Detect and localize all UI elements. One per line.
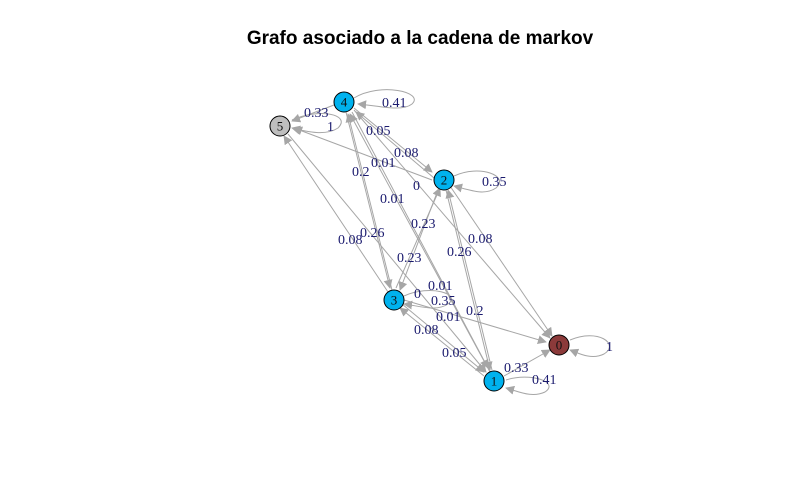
node-label-1: 1 (491, 374, 498, 389)
edge-2-5 (293, 126, 433, 181)
edges (283, 89, 610, 395)
node-3[interactable] (383, 289, 405, 311)
edge-label: 1 (327, 120, 334, 135)
edge-label: 0.41 (532, 373, 557, 388)
edge-label: 0.08 (468, 232, 493, 247)
edge-label: 0.23 (397, 251, 422, 266)
node-label-3: 3 (391, 293, 398, 308)
edge-3-5 (283, 135, 389, 293)
edge-label: 0.2 (466, 304, 484, 319)
edge-4-3 (345, 111, 393, 289)
edge-label: 0 (414, 287, 421, 302)
edge-label: 0.26 (447, 245, 472, 260)
edge-label: 0.01 (371, 156, 396, 171)
edge-label: 0.26 (360, 226, 385, 241)
edge-label: 0.05 (366, 124, 391, 139)
edge-4-0 (353, 109, 551, 339)
node-label-0: 0 (556, 338, 563, 353)
self-loop-3 (403, 290, 452, 310)
node-label-2: 2 (441, 173, 448, 188)
edge-3-2 (395, 187, 441, 289)
edge-label: 0.08 (338, 233, 363, 248)
edge-label: 0.41 (382, 96, 407, 111)
edge-label: 0.35 (482, 175, 507, 190)
self-loop-2 (453, 170, 500, 193)
edge-label: 0.01 (428, 279, 453, 294)
node-5[interactable] (269, 115, 291, 137)
edge-2-1 (445, 189, 493, 371)
edge-label: 0.33 (504, 361, 529, 376)
edge-label: 0 (413, 179, 420, 194)
edge-label: 0.01 (436, 310, 461, 325)
edge-3-1 (401, 303, 485, 373)
edge-label: 1 (606, 340, 613, 355)
edge-1-3 (399, 307, 485, 377)
edge-label: 0.2 (352, 165, 370, 180)
edge-4-5 (291, 104, 335, 123)
edge-4-1 (351, 111, 489, 369)
edge-label: 0.08 (394, 146, 419, 161)
self-loop-4 (353, 89, 415, 110)
edge-4-2 (353, 107, 433, 173)
node-label-5: 5 (277, 119, 284, 134)
nodes: 4 5 2 3 0 1 (269, 91, 570, 392)
self-loop-0 (569, 335, 610, 358)
edge-label: 0.05 (442, 346, 467, 361)
node-2[interactable] (433, 169, 455, 191)
node-4[interactable] (333, 91, 355, 113)
edge-3-4 (345, 113, 393, 291)
node-1[interactable] (483, 370, 505, 392)
node-0[interactable] (548, 334, 570, 356)
self-loop-1 (505, 376, 550, 395)
edge-2-4 (355, 111, 435, 179)
edge-1-0 (503, 349, 551, 377)
page-title: Grafo asociado a la cadena de markov (246, 28, 594, 49)
edge-label: 0.08 (414, 323, 439, 338)
edge-1-2 (445, 189, 493, 371)
edge-3-0 (403, 299, 547, 345)
edge-label: 0.33 (304, 106, 329, 121)
edge-5-1 (287, 133, 487, 373)
node-label-4: 4 (341, 95, 348, 110)
edge-label: 0.35 (431, 294, 456, 309)
edge-2-0 (449, 185, 553, 337)
edge-1-4 (349, 113, 491, 373)
edge-label: 0.01 (380, 192, 405, 207)
edge-label: 0.23 (411, 217, 436, 232)
self-loop-5 (291, 113, 342, 135)
